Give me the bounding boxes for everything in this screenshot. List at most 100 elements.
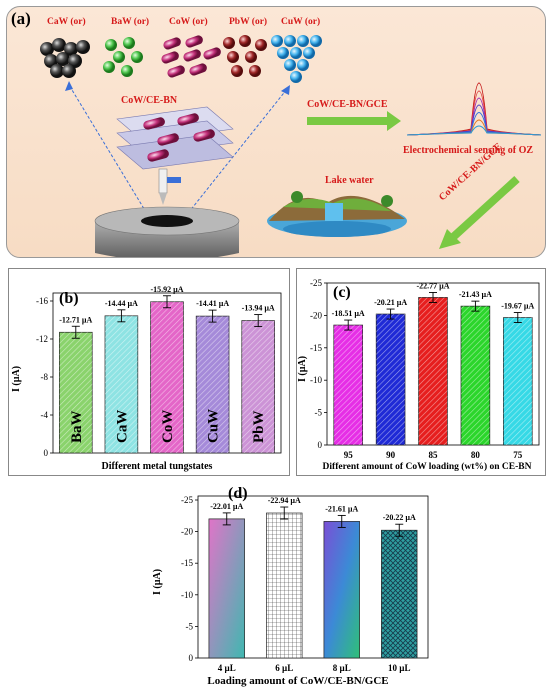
chart-panel-d: (d) I (µA) Loading amount of CoW/CE-BN/G… xyxy=(148,478,438,690)
y-tick-label: -25 xyxy=(181,495,193,505)
chart-c-ylabel: I (µA) xyxy=(297,356,308,382)
y-tick-label: 0 xyxy=(318,440,323,450)
chart-panel-c: (c) I (µA) Different amount of CoW loadi… xyxy=(296,268,546,476)
caw-particles-icon xyxy=(40,38,90,78)
bar-hatch xyxy=(241,320,275,453)
y-tick-label: -5 xyxy=(315,408,323,418)
y-tick-label: -25 xyxy=(310,278,322,288)
y-tick-label: -16 xyxy=(36,296,48,306)
data-label: -22.01 µA xyxy=(210,502,243,511)
chart-d-svg: (d) I (µA) Loading amount of CoW/CE-BN/G… xyxy=(152,485,429,687)
baw-particles-icon xyxy=(103,37,143,77)
bar-hatch xyxy=(418,297,448,445)
sensing-label: Electrochemical sensing of OZ xyxy=(403,145,534,156)
data-label: -22.77 µA xyxy=(416,281,449,290)
category-label: 4 µL xyxy=(218,663,236,673)
schematic-panel: (a) CaW (or) BaW (or) CoW (or) PbW (or) … xyxy=(6,6,546,258)
category-label: 90 xyxy=(386,450,396,460)
y-tick-label: -8 xyxy=(41,372,49,382)
chart-d-bars: -22.01 µA 4 µL -22.94 µA 6 µL -21.61 µA 8 µL -… xyxy=(208,496,418,673)
voltammogram-icon xyxy=(406,82,542,136)
caw-label: CaW (or) xyxy=(47,17,86,27)
category-label: 10 µL xyxy=(388,663,410,673)
category-label: 80 xyxy=(471,450,481,460)
data-label: -20.21 µA xyxy=(374,298,407,307)
bar-hatch xyxy=(150,301,184,453)
category-label: 85 xyxy=(429,450,439,460)
chart-c-y-axis: 0 -5 -10 -15 -20 -25 xyxy=(310,278,327,450)
bar-hatch xyxy=(59,332,93,453)
y-tick-label: -10 xyxy=(310,375,322,385)
category-label: 8 µL xyxy=(333,663,351,673)
chart-panel-b: (b) I (µA) Different metal tungstates -1… xyxy=(8,268,290,476)
chart-b-ylabel: I (µA) xyxy=(11,366,22,392)
category-label: 6 µL xyxy=(275,663,293,673)
y-tick-label: -15 xyxy=(310,343,322,353)
bar-hatch xyxy=(503,317,533,445)
data-label: -21.43 µA xyxy=(459,290,492,299)
chart-c-xlabel: Different amount of CoW loading (wt%) on… xyxy=(323,461,532,472)
chart-c-bars: -18.51 µA 95 -20.21 µA 90 -22.77 µA 85 -21.43 … xyxy=(332,281,535,460)
y-tick-label: 0 xyxy=(44,448,49,458)
arrow-right-icon xyxy=(307,111,401,131)
data-label: -22.94 µA xyxy=(268,496,301,505)
y-tick-label: -15 xyxy=(181,558,193,568)
bar-hatch xyxy=(196,316,230,453)
lake-water-icon xyxy=(267,191,407,237)
y-tick-label: -4 xyxy=(41,410,49,420)
arrow-label-top: CoW/CE-BN/GCE xyxy=(307,99,388,110)
bar xyxy=(381,529,418,659)
bar xyxy=(266,512,303,659)
lake-water-label: Lake water xyxy=(325,175,374,186)
composite-label: CoW/CE-BN xyxy=(121,95,178,106)
bar-hatch xyxy=(376,314,406,445)
pbw-particles-icon xyxy=(223,35,267,77)
panel-a-label: (a) xyxy=(11,9,31,28)
pbw-label: PbW (or) xyxy=(229,17,268,27)
y-tick-label: -20 xyxy=(310,310,322,320)
category-label: CuW xyxy=(206,409,222,443)
data-label: -20.22 µA xyxy=(383,513,416,522)
bar xyxy=(208,518,245,659)
data-label: -21.61 µA xyxy=(325,504,358,513)
chart-d-ylabel: I (µA) xyxy=(152,569,163,595)
composite-sheets-icon xyxy=(116,106,234,170)
chart-d-frame xyxy=(197,495,429,659)
dropper-icon xyxy=(158,168,181,205)
category-label: PbW xyxy=(251,410,267,443)
bar-hatch xyxy=(460,306,490,445)
bar-hatch xyxy=(104,315,138,453)
arrow-down-left-icon xyxy=(439,176,520,249)
data-label: -18.51 µA xyxy=(332,309,365,318)
data-label: -13.94 µA xyxy=(242,304,275,313)
category-label: CoW xyxy=(160,410,176,443)
data-label: -14.44 µA xyxy=(105,299,138,308)
baw-label: BaW (or) xyxy=(111,17,150,27)
data-label: -15.92 µA xyxy=(150,285,183,294)
category-label: CaW xyxy=(114,410,130,443)
chart-b-xlabel: Different metal tungstates xyxy=(102,461,213,472)
cow-particles-icon xyxy=(161,35,221,78)
bar xyxy=(323,521,360,659)
bar-hatch xyxy=(333,325,363,445)
chart-d-y-axis: 0 -5 -10 -15 -20 -25 xyxy=(181,495,198,663)
data-label: -19.67 µA xyxy=(501,302,534,311)
panel-c-label: (c) xyxy=(333,284,351,301)
data-label: -14.41 µA xyxy=(196,299,229,308)
chart-b-y-axis: -16 -12 -8 -4 0 xyxy=(36,296,53,458)
cow-label: CoW (or) xyxy=(169,17,208,27)
schematic-illustration xyxy=(40,35,542,257)
cuw-particles-icon xyxy=(271,35,322,83)
cuw-label: CuW (or) xyxy=(281,17,321,27)
y-tick-label: 0 xyxy=(189,653,194,663)
chart-d-xlabel: Loading amount of CoW/CE-BN/GCE xyxy=(207,675,388,687)
category-label: 75 xyxy=(513,450,523,460)
y-tick-label: -5 xyxy=(186,621,194,631)
y-tick-label: -20 xyxy=(181,527,193,537)
category-label: BaW xyxy=(69,410,85,443)
chart-c-svg: (c) I (µA) Different amount of CoW loadi… xyxy=(297,278,540,472)
chart-b-bars: -12.71 µA BaW -14.44 µA CaW -15.92 µA CoW -14.… xyxy=(59,285,275,454)
y-tick-label: -12 xyxy=(36,334,48,344)
chart-b-svg: (b) I (µA) Different metal tungstates -1… xyxy=(11,285,282,472)
y-tick-label: -10 xyxy=(181,590,193,600)
